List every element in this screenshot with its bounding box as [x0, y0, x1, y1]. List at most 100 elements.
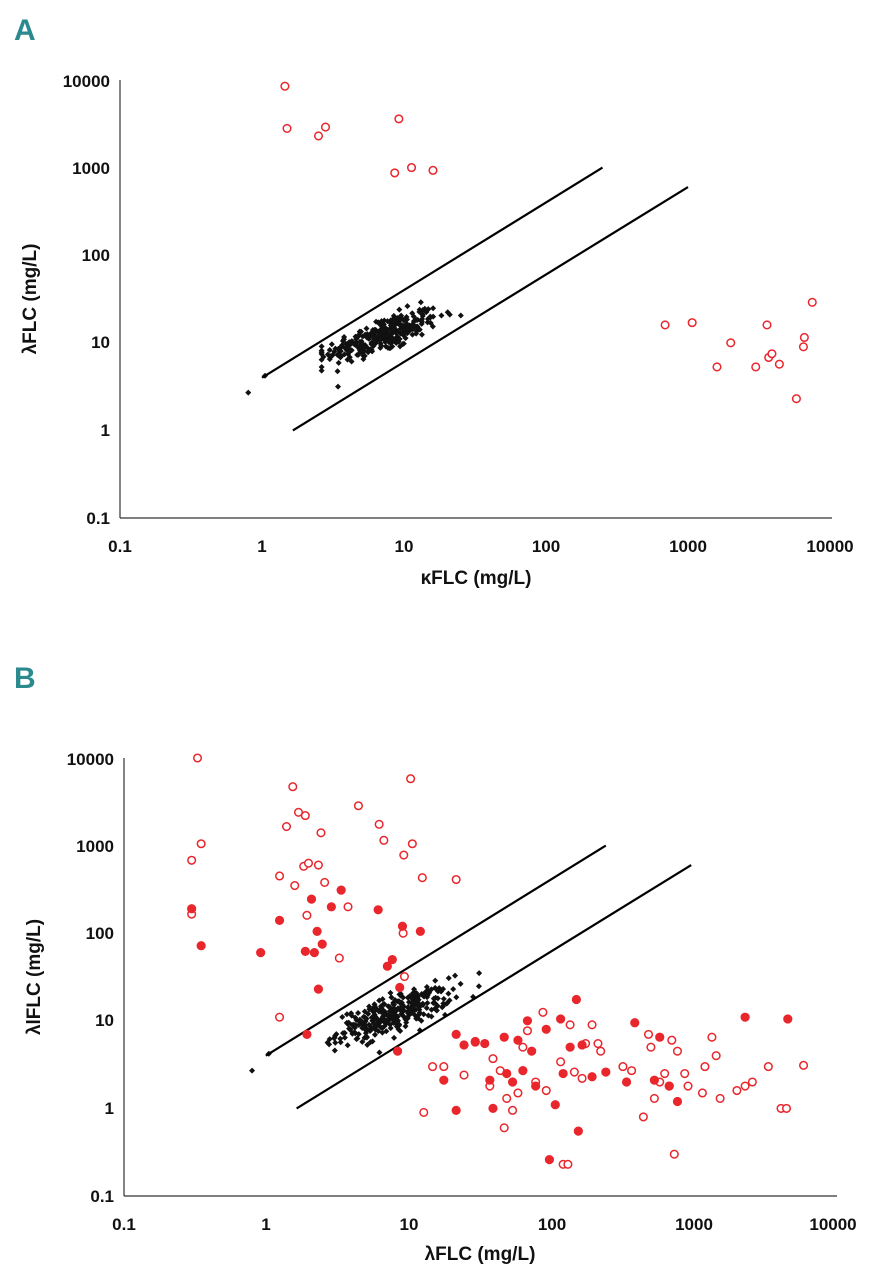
- patient-point-filled: [439, 1075, 449, 1085]
- panel-b-y-tick: 0.1: [90, 1187, 114, 1206]
- normal-point: [409, 331, 416, 338]
- normal-point: [446, 997, 453, 1004]
- normal-point: [345, 343, 352, 350]
- patient-point-open: [538, 1007, 548, 1017]
- normal-point: [378, 1005, 385, 1012]
- normal-point: [387, 989, 394, 996]
- patient-point-filled: [513, 1035, 523, 1045]
- patient-point-open: [807, 297, 817, 307]
- normal-point: [378, 342, 385, 349]
- patient-point-open: [643, 1029, 654, 1039]
- normal-point: [408, 999, 415, 1006]
- patient-point-open: [672, 1046, 683, 1056]
- patient-point-filled: [313, 984, 324, 994]
- normal-point: [415, 1012, 422, 1019]
- normal-point: [440, 1003, 447, 1010]
- normal-point: [318, 349, 325, 356]
- normal-point: [390, 312, 397, 319]
- normal-point: [376, 1049, 383, 1056]
- normal-point: [383, 1028, 390, 1035]
- normal-point: [407, 1006, 414, 1013]
- normal-point: [397, 1027, 404, 1034]
- patient-point-open: [334, 953, 344, 963]
- patient-point-open: [627, 1066, 637, 1076]
- patient-point-open: [313, 860, 323, 870]
- normal-point: [397, 322, 404, 329]
- normal-point: [355, 1009, 362, 1016]
- panel-b-x-axis-title: λFLC (mg/L): [425, 1244, 536, 1265]
- patient-point-filled: [630, 1018, 640, 1028]
- normal-point: [364, 1041, 371, 1048]
- patient-point-filled: [550, 1100, 560, 1110]
- normal-point: [356, 1018, 363, 1025]
- normal-point: [351, 1029, 358, 1036]
- patient-point-filled: [274, 915, 285, 925]
- patient-point-open: [747, 1077, 757, 1087]
- patient-point-open: [394, 114, 404, 124]
- normal-point: [413, 990, 420, 997]
- patient-point-open: [762, 320, 772, 330]
- panel-b-y-tick: 1: [105, 1099, 114, 1118]
- panel-a-y-tick: 10000: [63, 72, 110, 91]
- patient-point-open: [439, 1062, 449, 1072]
- patient-point-open: [407, 839, 417, 849]
- patient-point-filled: [740, 1012, 750, 1022]
- normal-point: [388, 994, 395, 1001]
- patient-point-open: [428, 1062, 438, 1072]
- panel-a-x-axis-title: κFLC (mg/L): [421, 568, 532, 589]
- patient-point-open: [192, 753, 203, 763]
- panel-b-patient-points: [187, 753, 809, 1169]
- panel-b-x-tick: 0.1: [112, 1215, 136, 1234]
- patient-point-open: [700, 1062, 710, 1072]
- normal-point: [452, 972, 459, 979]
- normal-point: [423, 309, 430, 316]
- patient-point-filled: [558, 1068, 568, 1079]
- patient-point-filled: [309, 948, 319, 958]
- patient-point-open: [715, 1093, 725, 1103]
- normal-point: [376, 1020, 383, 1027]
- normal-point: [382, 339, 389, 346]
- normal-point: [457, 980, 464, 987]
- panel-a-x-tick: 100: [532, 537, 560, 556]
- panel-b-label: B: [14, 662, 36, 695]
- panel-a-x-tick: 0.1: [108, 537, 132, 556]
- patient-point-open: [451, 874, 461, 885]
- patient-point-filled: [336, 885, 346, 895]
- normal-point: [432, 977, 439, 984]
- normal-point: [427, 314, 434, 321]
- patient-point-filled: [655, 1032, 665, 1042]
- normal-point: [366, 1003, 373, 1010]
- patient-point-open: [513, 1088, 523, 1098]
- normal-point: [366, 1022, 373, 1029]
- normal-point: [327, 353, 334, 360]
- patient-point-filled: [556, 1014, 566, 1024]
- patient-point-filled: [649, 1075, 659, 1085]
- panel-b-x-tick-labels: 0.1 1 10 100 1000 10000: [112, 1215, 856, 1234]
- patient-point-open: [280, 81, 290, 91]
- normal-point: [361, 1014, 368, 1021]
- normal-point: [339, 343, 346, 350]
- patient-point-filled: [783, 1014, 793, 1024]
- normal-point: [404, 303, 411, 310]
- normal-point: [446, 311, 453, 318]
- reference-line: [261, 166, 604, 379]
- patient-point-filled: [387, 954, 397, 965]
- normal-point: [419, 1000, 426, 1007]
- patient-point-open: [781, 1103, 792, 1113]
- patient-point-open: [390, 168, 400, 178]
- normal-point: [391, 1001, 398, 1008]
- patient-point-filled: [518, 1066, 528, 1076]
- patient-point-open: [799, 1060, 809, 1070]
- normal-point: [341, 1034, 348, 1041]
- normal-point: [380, 1001, 387, 1008]
- patient-point-filled: [326, 902, 336, 912]
- panel-b-y-tick: 10000: [67, 750, 114, 769]
- patient-point-filled: [451, 1029, 461, 1039]
- patient-point-filled: [395, 982, 405, 993]
- patient-point-open: [343, 902, 353, 912]
- patient-point-filled: [256, 948, 266, 958]
- normal-point: [358, 340, 365, 347]
- normal-point: [371, 1001, 378, 1008]
- patient-point-open: [791, 394, 801, 404]
